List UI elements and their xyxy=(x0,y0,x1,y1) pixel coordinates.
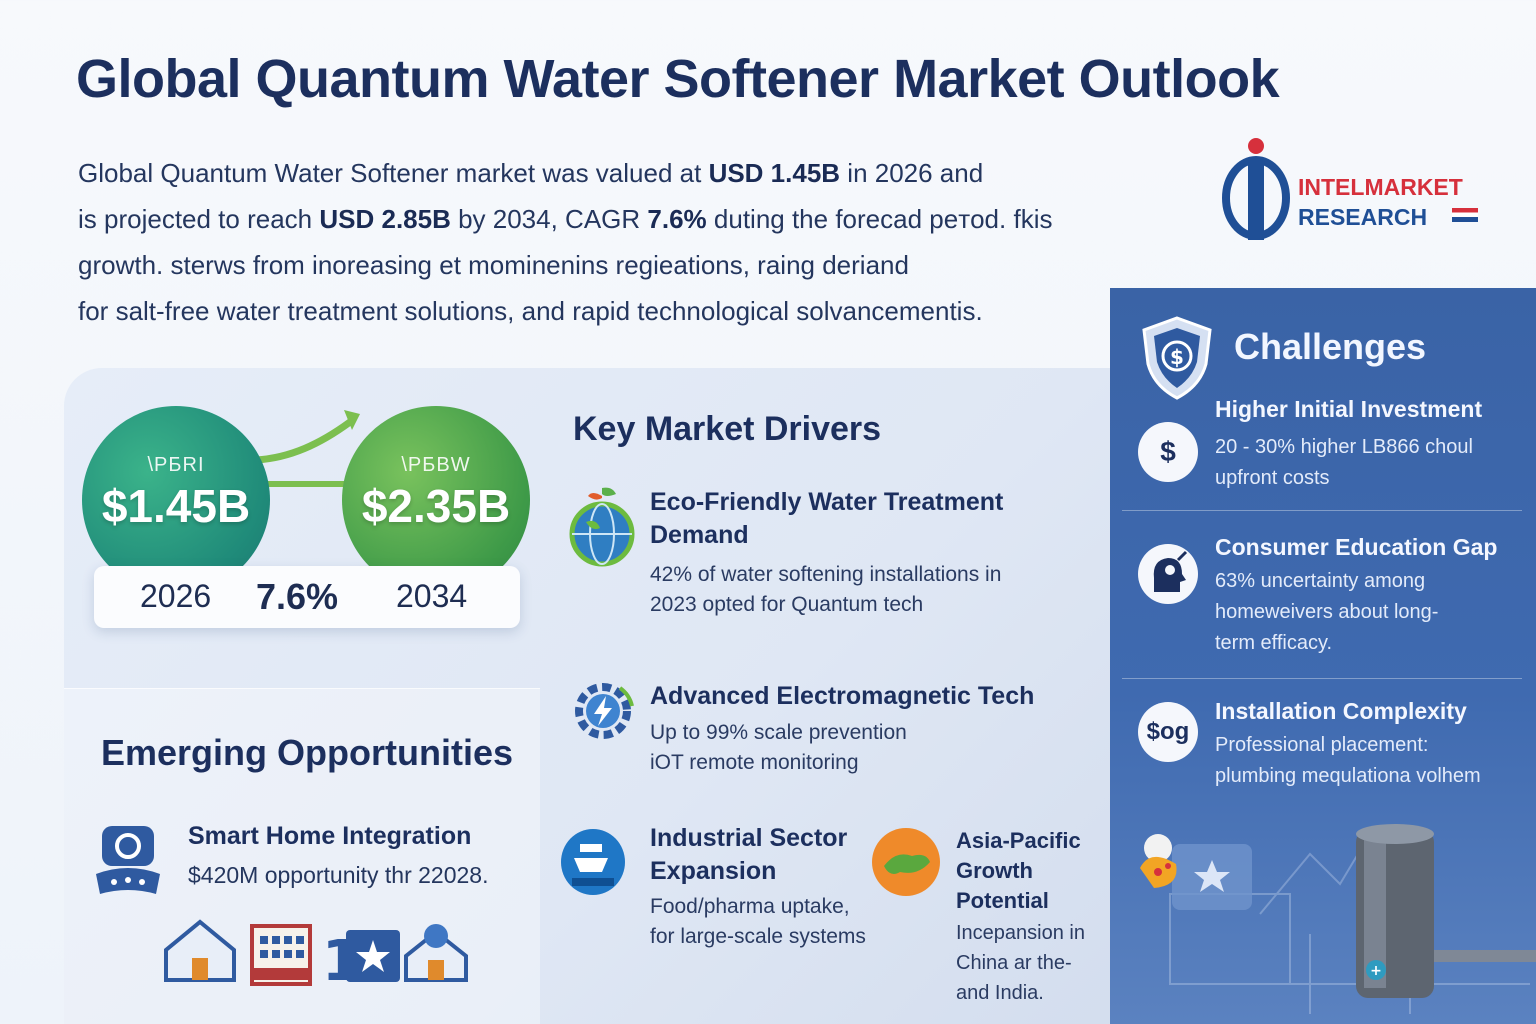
market-value-2026-circle: \PБRI $1.45B xyxy=(82,406,270,594)
challenge-2-title: Consumer Education Gap xyxy=(1215,534,1498,560)
intro-paragraph: Global Quantum Water Softener market was… xyxy=(78,150,1208,334)
logo-text-line-1: INTELMARKET xyxy=(1298,174,1463,200)
intro-line-4: for salt-free water treatment solutions,… xyxy=(78,296,983,326)
challenges-title: Challenges xyxy=(1234,326,1427,367)
dollar-icon: $ xyxy=(1138,422,1198,482)
driver-3-desc: Food/pharma uptake, for large-scale syst… xyxy=(650,895,866,948)
challenge-divider xyxy=(1122,678,1522,679)
globe-leaf-icon xyxy=(569,487,635,567)
shield-dollar-icon: $ xyxy=(1142,316,1212,400)
cagr-value: 7.6% xyxy=(256,576,339,617)
challenge-3-desc: Professional placement: plumbing mequlat… xyxy=(1215,734,1481,787)
asia-pacific-map-icon xyxy=(872,828,940,896)
smart-home-title: Smart Home Integration xyxy=(188,822,472,850)
challenge-1-desc: 20 - 30% higher LВ866 choul upfront cost… xyxy=(1215,436,1473,489)
head-question-icon xyxy=(1138,544,1198,604)
growth-arrow-icon xyxy=(255,410,360,487)
intro-line-1: Global Quantum Water Softener market was… xyxy=(78,158,984,188)
market-value-2026: $1.45B xyxy=(101,480,251,532)
circle-tag: \PБBW xyxy=(401,454,471,476)
logo-mark-icon xyxy=(1222,138,1290,240)
installation-icon: $og xyxy=(1138,702,1198,762)
gear-bolt-icon xyxy=(575,683,634,739)
smart-home-hub-icon xyxy=(96,826,160,894)
driver-4-desc: Incepansion in China ar the- and India. xyxy=(956,922,1085,1004)
industrial-tank-icon xyxy=(561,829,625,895)
drivers-title: Key Market Drivers xyxy=(573,410,882,448)
market-value-2034: $2.35B xyxy=(361,480,511,532)
flag-icon xyxy=(1452,208,1478,222)
opportunities-title: Emerging Opportunities xyxy=(101,732,514,773)
challenge-2-desc: 63% uncertainty among homeweivers about … xyxy=(1215,570,1439,654)
start-year: 2026 xyxy=(140,578,212,614)
house-icon xyxy=(164,919,236,982)
driver-3-title: Industrial Sector Expansion xyxy=(650,824,848,885)
driver-4-title: Asia-Pacific Growth Potential xyxy=(956,828,1081,913)
market-value-2034-circle: \PБBW $2.35B xyxy=(342,406,530,594)
driver-1-title: Eco-Friendly Water Treatment Demand xyxy=(650,488,1004,549)
brand-logo: INTELMARKET RESEARCH xyxy=(1222,136,1482,246)
year-cagr-bar: 2026 7.6% 2034 xyxy=(94,566,520,628)
svg-text:$: $ xyxy=(1170,345,1184,369)
intro-line-3: growth. sterws from inoreasing et momine… xyxy=(78,250,909,280)
logo-text-line-2: RESEARCH xyxy=(1298,204,1428,230)
challenge-3-title: Installation Complexity xyxy=(1215,698,1467,724)
intro-line-2: is projected to reach USD 2.85B by 2034,… xyxy=(78,204,1053,234)
challenge-1-title: Higher Initial Investment xyxy=(1215,396,1483,422)
challenge-divider xyxy=(1122,510,1522,511)
driver-1-desc: 42% of water softening installations in … xyxy=(650,563,1002,616)
page-title: Global Quantum Water Softener Market Out… xyxy=(76,49,1280,109)
water-softener-illustration: + xyxy=(1140,824,1536,1014)
driver-2-desc: Up to 99% scale prevention iOT remote mo… xyxy=(650,721,907,774)
svg-text:+: + xyxy=(1370,963,1382,979)
smart-home-desc: $420M opportunity thr 22028. xyxy=(188,862,489,888)
circle-tag: \PБRI xyxy=(147,454,205,476)
end-year: 2034 xyxy=(396,578,468,614)
driver-2-title: Advanced Electromagnetic Tech xyxy=(650,682,1035,710)
smart-homes-illustration: 1 xyxy=(164,919,468,990)
